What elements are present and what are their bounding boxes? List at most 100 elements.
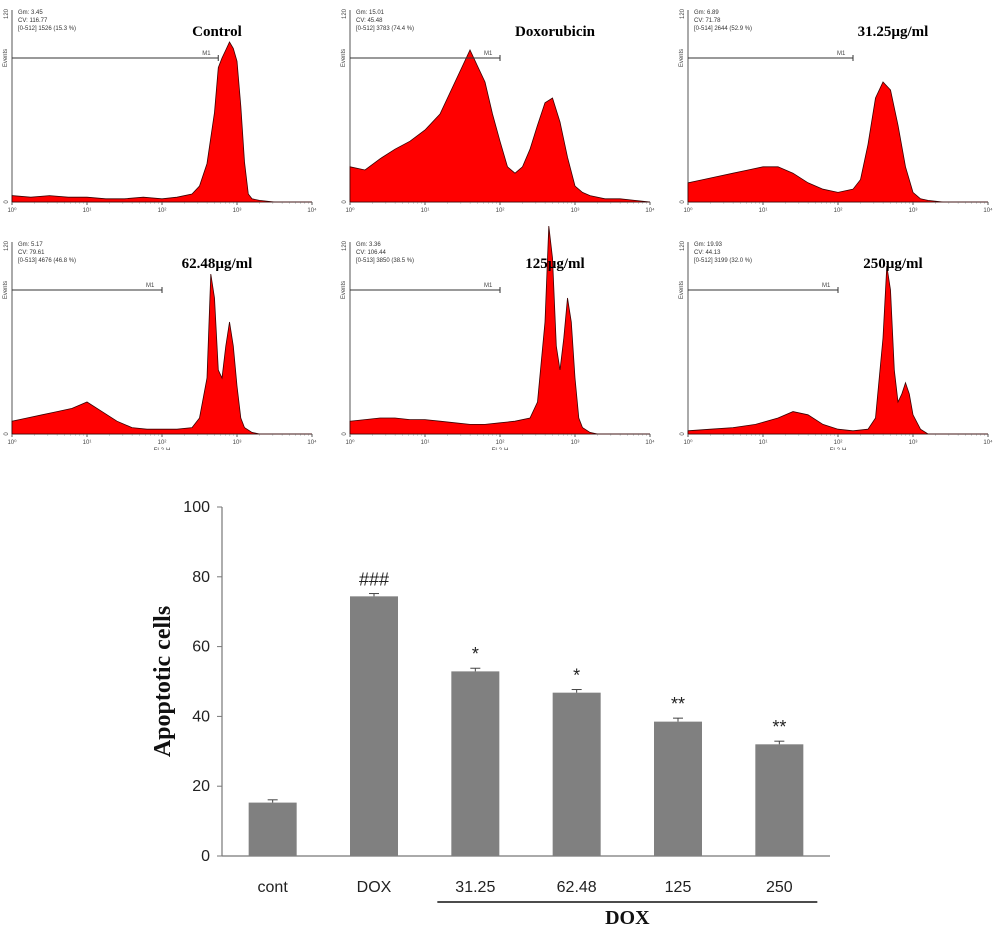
histogram-stat-line: CV: 44.13 <box>694 250 721 256</box>
bar-category-label: cont <box>258 879 289 896</box>
histogram-area <box>11 273 312 435</box>
histogram-title: 31.25µg/ml <box>858 24 929 40</box>
histogram-stat-line: Gm: 3.45 <box>18 10 43 16</box>
bar-y-tick-label: 60 <box>192 639 210 656</box>
bar-category-label: 31.25 <box>455 879 495 896</box>
histogram-area <box>687 265 988 435</box>
histogram-x-tick-label: 10² <box>834 440 843 446</box>
histogram-panel: M1 10⁰ 10¹ 10² 10³ 10⁴ 0 120 Events FL2-H Gm: 19.9… <box>679 240 993 450</box>
histogram-y-tick-label: 120 <box>4 8 10 19</box>
bar-category-label: 250 <box>766 879 793 896</box>
histogram-stat-line: [0-512] 1526 (15.3 %) <box>18 26 76 32</box>
histogram-x-axis-label: FL2-H <box>492 448 509 450</box>
histogram-area <box>11 41 312 203</box>
histogram-y-axis-label: Events <box>679 49 685 67</box>
histogram-y-tick-label: 0 <box>680 200 686 204</box>
histogram-x-tick-label: 10² <box>158 440 167 446</box>
gate-marker-label: M1 <box>484 51 493 57</box>
histogram-x-tick-label: 10⁴ <box>645 439 655 446</box>
histogram-x-tick-label: 10² <box>834 208 843 214</box>
histogram-stat-line: CV: 106.44 <box>356 250 386 256</box>
histogram-x-tick-label: 10⁰ <box>7 207 17 214</box>
bar-y-axis-label: Apoptotic cells <box>150 606 176 757</box>
histogram-stat-line: CV: 116.77 <box>18 18 48 24</box>
bar <box>755 744 804 856</box>
histogram-x-tick-label: 10⁰ <box>7 439 17 446</box>
histogram-stat-line: CV: 71.78 <box>694 18 721 24</box>
histogram-x-tick-label: 10⁰ <box>345 207 355 214</box>
histogram-stat-line: Gm: 3.36 <box>356 242 381 248</box>
histogram-stat-line: Gm: 6.89 <box>694 10 719 16</box>
histogram-stat-line: Gm: 5.17 <box>18 242 43 248</box>
histogram-panel: M1 10⁰ 10¹ 10² 10³ 10⁴ 0 120 Events FL2-H Gm: 3.36… <box>341 225 655 450</box>
histogram-x-axis-label: FL2-H <box>830 448 847 450</box>
group-label: DOX <box>605 907 650 927</box>
histogram-x-tick-label: 10¹ <box>421 440 430 446</box>
gate-marker-label: M1 <box>484 283 493 289</box>
gate-marker-label: M1 <box>146 283 155 289</box>
bar-category-label: DOX <box>357 879 392 896</box>
bar-y-tick-label: 40 <box>192 708 210 725</box>
histogram-y-tick-label: 0 <box>4 200 10 204</box>
histogram-stat-line: CV: 79.61 <box>18 250 45 256</box>
histogram-x-tick-label: 10⁰ <box>683 207 693 214</box>
gate-marker-label: M1 <box>837 51 846 57</box>
histogram-x-tick-label: 10¹ <box>759 208 768 214</box>
significance-marker: ### <box>359 570 389 590</box>
histogram-y-tick-label: 120 <box>342 240 348 251</box>
significance-marker: ** <box>671 694 685 714</box>
histogram-x-tick-label: 10¹ <box>83 208 92 214</box>
histogram-x-tick-label: 10¹ <box>421 208 430 214</box>
histogram-area <box>349 225 650 435</box>
histogram-x-tick-label: 10² <box>496 208 505 214</box>
bar <box>552 692 601 856</box>
bar-y-tick-label: 20 <box>192 778 210 795</box>
histogram-y-tick-label: 0 <box>680 432 686 436</box>
histogram-area <box>687 81 988 203</box>
bar <box>654 721 702 856</box>
significance-marker: * <box>573 666 580 686</box>
histogram-y-tick-label: 120 <box>680 240 686 251</box>
histogram-stat-line: [0-513] 3850 (38.5 %) <box>356 258 414 264</box>
histogram-stat-line: [0-514] 2644 (52.9 %) <box>694 26 752 32</box>
histogram-x-tick-label: 10⁴ <box>307 207 317 214</box>
histogram-x-tick-label: 10³ <box>233 440 242 446</box>
histogram-stat-line: [0-513] 4676 (46.8 %) <box>18 258 76 264</box>
histogram-x-tick-label: 10⁴ <box>645 207 655 214</box>
bar-category-label: 62.48 <box>557 879 597 896</box>
histogram-title: Control <box>192 24 242 40</box>
bar <box>451 671 500 856</box>
significance-marker: * <box>472 644 479 664</box>
histogram-y-axis-label: Events <box>341 281 347 299</box>
histogram-x-tick-label: 10⁴ <box>983 207 993 214</box>
histogram-y-axis-label: Events <box>679 281 685 299</box>
histogram-x-tick-label: 10¹ <box>83 440 92 446</box>
bar <box>350 596 398 856</box>
histogram-x-tick-label: 10⁰ <box>345 439 355 446</box>
bar-y-tick-label: 100 <box>183 499 210 516</box>
histogram-panel: M1 10⁰ 10¹ 10² 10³ 10⁴ 0 120 Events Gm: 3.45 CV: 1… <box>3 8 317 214</box>
histogram-x-tick-label: 10³ <box>909 208 918 214</box>
histogram-y-axis-label: Events <box>3 281 9 299</box>
histogram-x-tick-label: 10¹ <box>759 440 768 446</box>
histogram-x-tick-label: 10⁴ <box>983 439 993 446</box>
histogram-stat-line: CV: 45.48 <box>356 18 383 24</box>
histogram-title: 62.48µg/ml <box>182 256 253 272</box>
histogram-title: 125µg/ml <box>525 256 584 272</box>
histogram-panels: M1 10⁰ 10¹ 10² 10³ 10⁴ 0 120 Events Gm: 3.45 CV: 1… <box>3 8 993 450</box>
histogram-title: Doxorubicin <box>515 24 596 40</box>
histogram-y-tick-label: 120 <box>342 8 348 19</box>
histogram-y-axis-label: Events <box>3 49 9 67</box>
histogram-y-axis-label: Events <box>341 49 347 67</box>
histogram-x-tick-label: 10³ <box>571 440 580 446</box>
histogram-stat-line: Gm: 15.01 <box>356 10 385 16</box>
apoptosis-bar-chart: 0 20 40 60 80 100 Apoptotic cells cont DOX ### 31.… <box>150 499 830 927</box>
bar-y-tick-label: 0 <box>201 848 210 865</box>
bar-y-tick-label: 80 <box>192 569 210 586</box>
histogram-x-tick-label: 10⁴ <box>307 439 317 446</box>
histogram-stat-line: [0-512] 3783 (74.4 %) <box>356 26 414 32</box>
histogram-x-tick-label: 10³ <box>233 208 242 214</box>
histogram-x-tick-label: 10⁰ <box>683 439 693 446</box>
bar-category-label: 125 <box>665 879 692 896</box>
histogram-stat-line: [0-512] 3199 (32.0 %) <box>694 258 752 264</box>
